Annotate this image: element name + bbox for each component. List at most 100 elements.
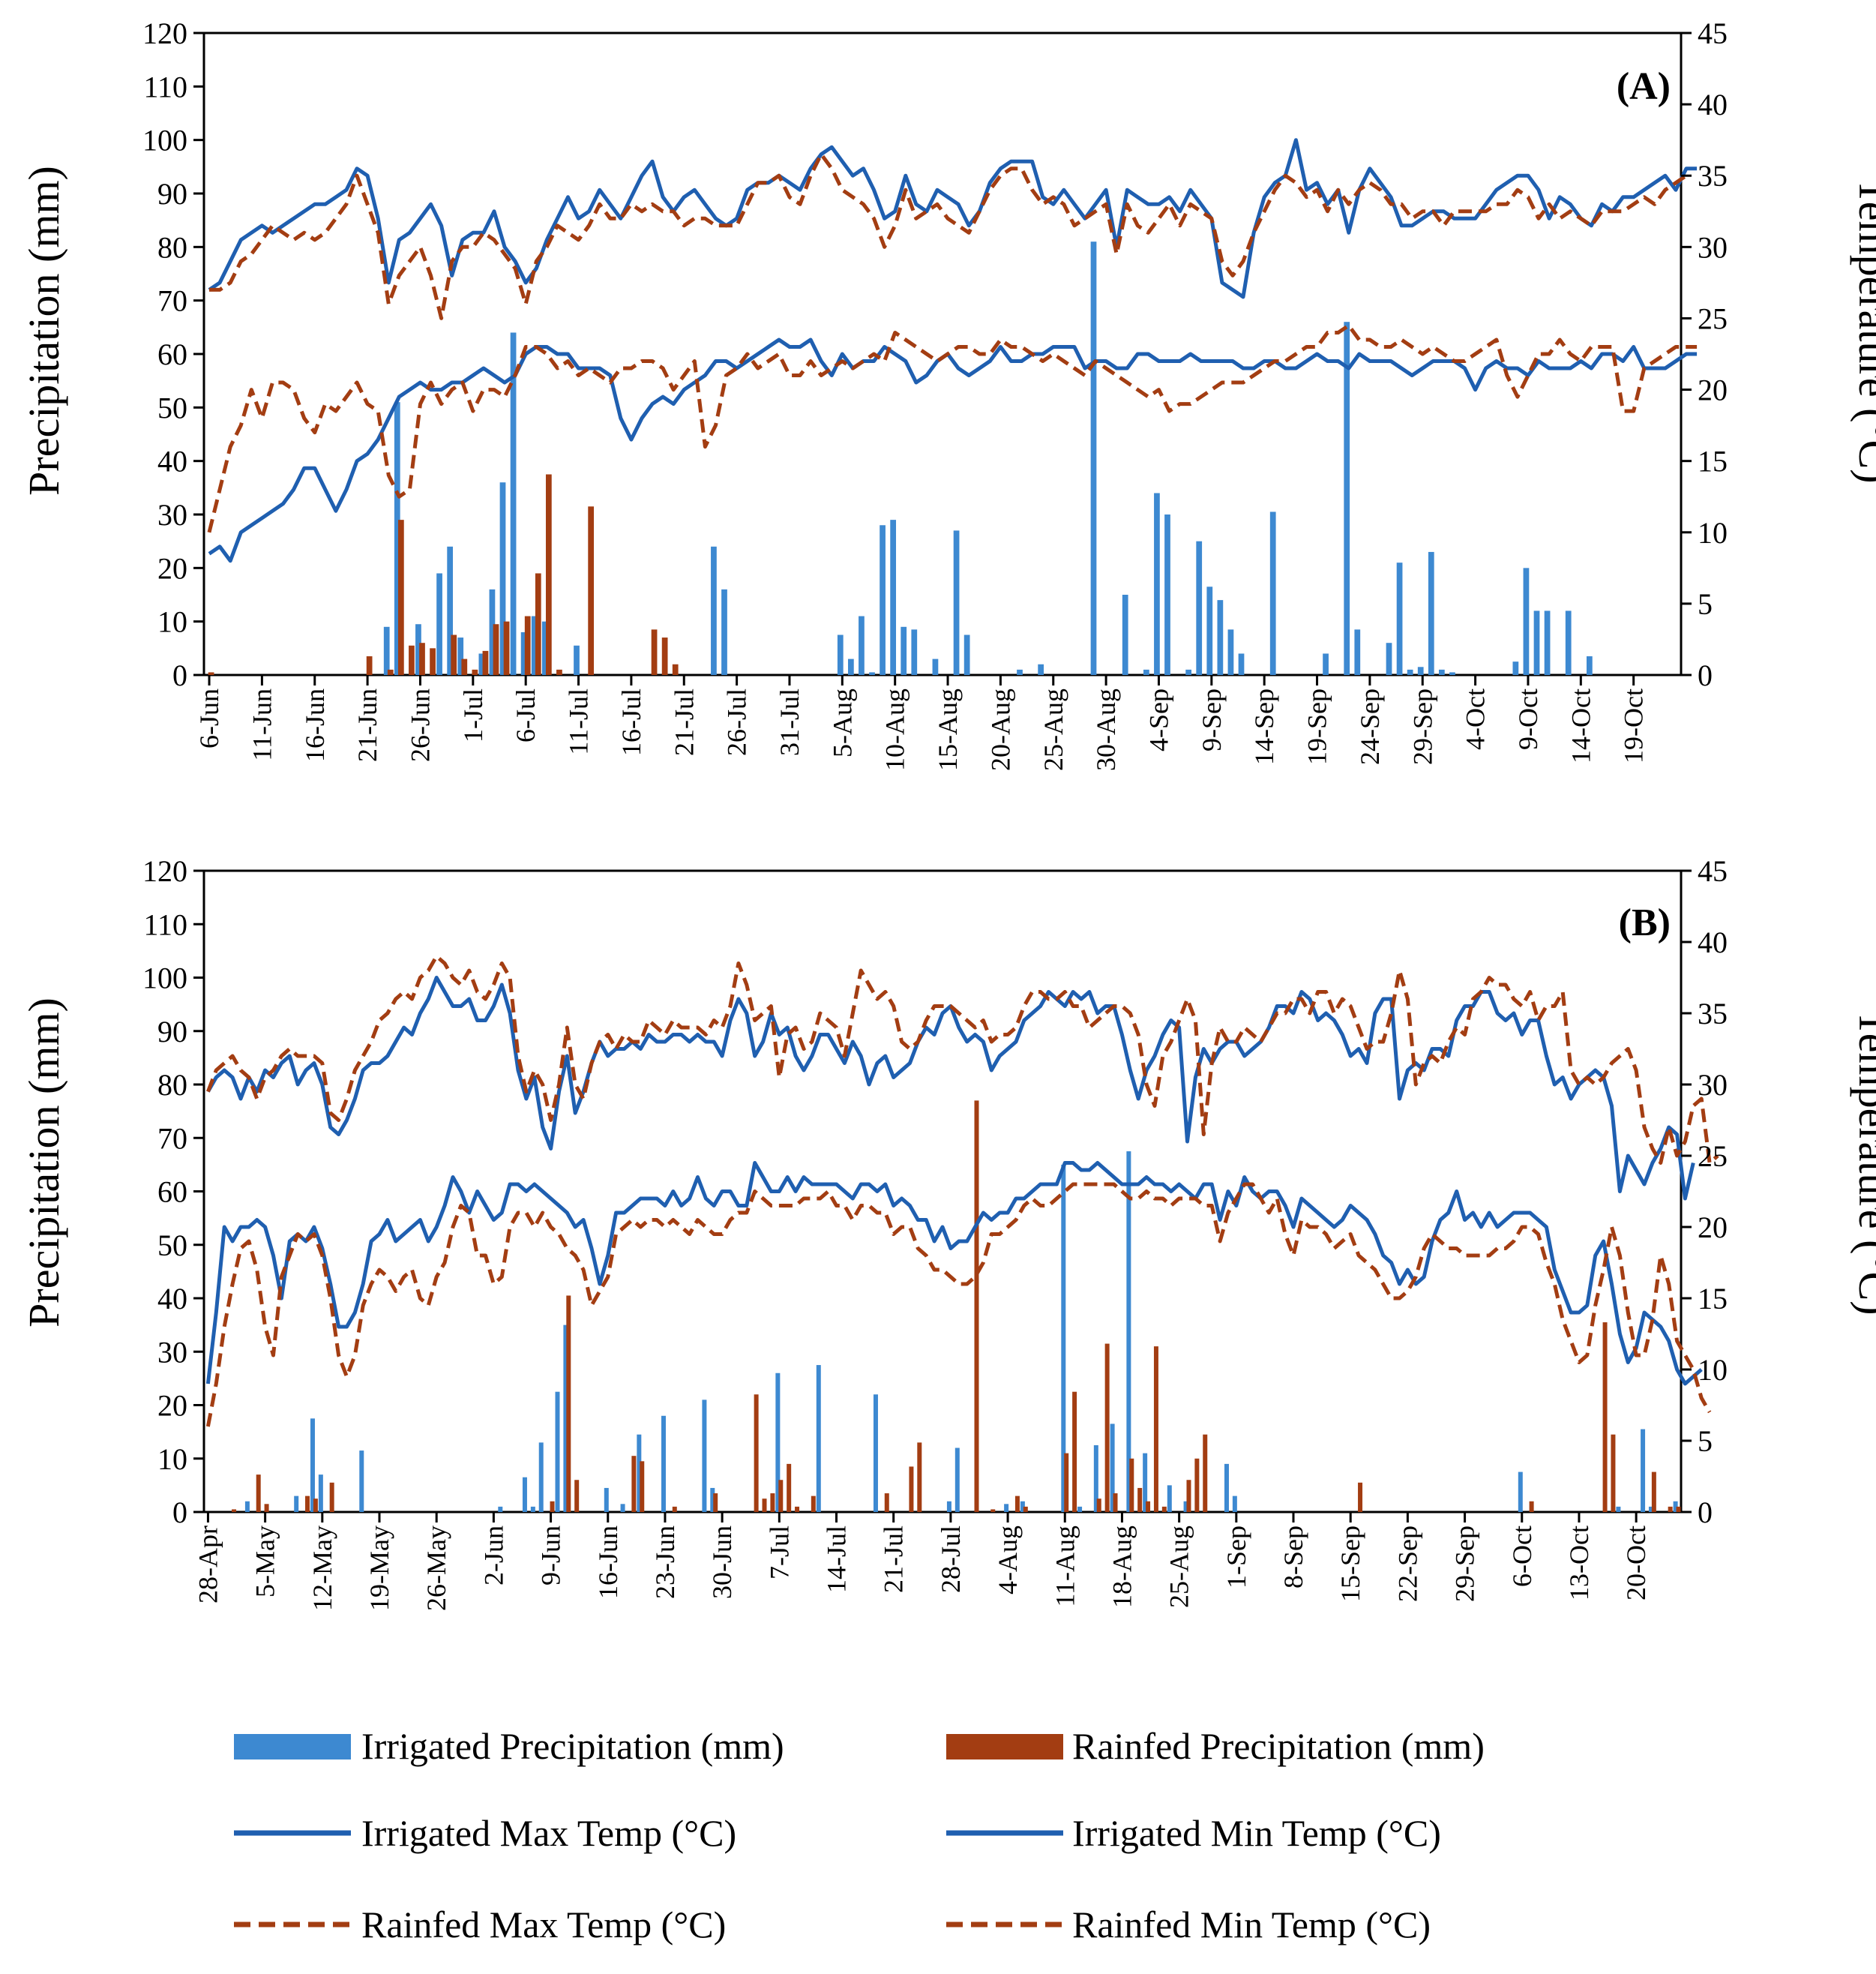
- panel-b-irrigated-precip-bar: [1224, 1463, 1229, 1512]
- panel-b-plot-frame: [202, 869, 1683, 1514]
- panel-a-rainfed-precip-bar: [387, 669, 394, 675]
- panel-a-xtick-label: 16-Jul: [616, 688, 646, 756]
- panel-b-rainfed-precip-bar: [1153, 1346, 1158, 1512]
- panel-b-xtick-label: 14-Jul: [822, 1526, 852, 1593]
- panel-b-ytick-label: 90: [157, 1015, 187, 1048]
- panel-a-ytick-label: 20: [157, 551, 187, 585]
- panel-a-irrigated-precip-bar: [1206, 586, 1213, 675]
- panel-a-xtick-label: 29-Sep: [1407, 688, 1437, 765]
- panel-b-irrigated-precip-bar: [1641, 1429, 1646, 1512]
- panel-a-rainfed-precip-bar: [545, 474, 552, 675]
- panel-b-irrigated-precip-bar: [946, 1501, 951, 1512]
- panel-b-rainfed-precip-bar: [264, 1504, 269, 1512]
- panel-b-irrigated-precip-bar: [530, 1506, 535, 1512]
- panel-a-xtick-label: 1-Jul: [458, 688, 488, 742]
- panel-a-xtick-label: 11-Jul: [564, 688, 594, 755]
- panel-a-ytick-label: 60: [157, 338, 187, 371]
- panel-a-irrigated-precip-bar: [721, 589, 727, 675]
- panel-a-ytick-label: 90: [157, 177, 187, 211]
- panel-b-irrigated-precip-bar: [1616, 1506, 1621, 1512]
- panel-b-irrigated-bars: [244, 1151, 1678, 1512]
- panel-a-xtick-label: 9-Oct: [1513, 688, 1543, 750]
- panel-a-y2tick-label: 25: [1698, 302, 1728, 335]
- panel-a-y2tick-label: 0: [1698, 658, 1713, 692]
- panel-b-ticks: 0 10 20 30 40 50 60 70 80 90 100 110 120 0 5 10 15 20 25 30…: [142, 854, 1728, 1611]
- panel-a-irrigated-precip-bar: [901, 626, 907, 675]
- panel-a-irrigated-precip-bar: [436, 573, 442, 675]
- panel-a-ticks: 0 10 20 30 40 50 60 70 80 90 100 110 120 0 5 10 15 20 25 30…: [142, 16, 1728, 771]
- panel-b-ytick-label: 110: [143, 908, 187, 941]
- panel-a-irrigated-precip-bar: [1417, 667, 1424, 675]
- panel-b-irrigated-precip-bar: [702, 1400, 707, 1512]
- panel-a-ytick-label: 30: [157, 498, 187, 532]
- panel-b-xtick-label: 7-Jul: [764, 1526, 794, 1580]
- panel-a-ytick-label: 50: [157, 391, 187, 424]
- panel-b-rainfed-min-line: [205, 1182, 1712, 1427]
- panel-b-rainfed-precip-bar: [566, 1295, 571, 1512]
- panel-b-rainfed-max-line: [206, 954, 1719, 1165]
- legend-swatch-irrigated-precip: [234, 1734, 351, 1760]
- panel-b-y2tick-label: 0: [1698, 1496, 1713, 1529]
- panel-b-rainfed-precip-bar: [1014, 1496, 1020, 1512]
- panel-a-irrigated-precip-bar: [1269, 512, 1276, 675]
- panel-a-y2tick-label: 5: [1698, 587, 1713, 621]
- panel-a-rainfed-precip-bar: [672, 664, 679, 675]
- panel-a-rainfed-precip-bar: [451, 634, 457, 675]
- panel-a-rainfed-precip-bar: [482, 650, 489, 675]
- panel-a-irrigated-precip-bar: [932, 658, 939, 675]
- panel-b-rainfed-precip-bar: [1602, 1322, 1608, 1512]
- panel-a-xtick-label: 20-Aug: [985, 688, 1015, 771]
- panel-b-irrigated-precip-bar: [1232, 1496, 1237, 1512]
- panel-b-y2tick-label: 45: [1698, 854, 1728, 888]
- panel-b-irrigated-precip-bar: [318, 1474, 323, 1512]
- panel-a-irrigated-precip-bar: [541, 621, 548, 675]
- panel-a-irrigated-precip-bar: [1344, 322, 1350, 675]
- panel-b-rainfed-precip-bar: [1186, 1480, 1191, 1512]
- panel-a-irrigated-precip-bar: [1438, 669, 1445, 675]
- panel-a-xtick-label: 14-Sep: [1249, 688, 1279, 765]
- panel-b-rainfed-precip-bar: [1146, 1501, 1151, 1512]
- panel-a-xtick-label: 10-Aug: [880, 688, 910, 771]
- panel-a-rainfed-precip-bar: [556, 669, 562, 675]
- panel-b-irrigated-precip-bar: [1126, 1151, 1131, 1512]
- panel-a-irrigated-precip-bar: [711, 546, 717, 675]
- panel-b-rainfed-precip-bar: [1137, 1487, 1143, 1512]
- panel-b-rainfed-precip-bar: [778, 1480, 784, 1512]
- panel-a-irrigated-precip-bar: [1323, 653, 1329, 675]
- panel-b-ytick-label: 30: [157, 1335, 187, 1369]
- panel-b-lines: [205, 954, 1719, 1427]
- panel-a-xtick-label: 14-Oct: [1566, 688, 1596, 764]
- panel-a-irrigated-precip-bar: [869, 672, 875, 675]
- panel-b-rainfed-precip-bar: [1129, 1458, 1134, 1512]
- panel-b-rainfed-precip-bar: [974, 1100, 979, 1512]
- panel-a-irrigated-precip-bar: [510, 332, 517, 675]
- panel-a-xtick-label: 30-Aug: [1091, 688, 1121, 771]
- panel-b-rainfed-precip-bar: [1023, 1506, 1028, 1512]
- panel-a-irrigated-precip-bar: [890, 520, 897, 675]
- panel-a-irrigated-precip-bar: [911, 629, 918, 675]
- panel-b-xtick-label: 18-Aug: [1107, 1526, 1137, 1608]
- panel-a-irrigated-precip-bar: [847, 658, 854, 675]
- panel-a-rainfed-precip-bar: [366, 656, 373, 675]
- panel-b: 0 10 20 30 40 50 60 70 80 90 100 110 120 0 5 10 15 20 25 30…: [19, 854, 1876, 1611]
- panel-a-rainfed-precip-bar: [493, 624, 499, 675]
- panel-b-ytick-label: 50: [157, 1228, 187, 1262]
- panel-a-xtick-label: 15-Aug: [933, 688, 963, 771]
- panel-a-ytick-label: 70: [157, 284, 187, 318]
- panel-b-xtick-label: 11-Aug: [1050, 1526, 1080, 1607]
- panel-a-rainfed-precip-bar: [409, 645, 415, 675]
- panel-a-irrigated-bars: [383, 242, 1593, 675]
- panel-b-xtick-label: 30-Jun: [707, 1526, 737, 1599]
- panel-b-irrigated-precip-bar: [604, 1487, 609, 1512]
- panel-a-xtick-label: 5-Aug: [827, 688, 857, 758]
- panel-a: 0 10 20 30 40 50 60 70 80 90 100 110 120 0 5 10 15 20 25 30…: [19, 16, 1876, 771]
- panel-a-rainfed-precip-bar: [588, 506, 595, 675]
- panel-a-irrigated-precip-bar: [1090, 242, 1097, 675]
- panel-b-rainfed-precip-bar: [1529, 1501, 1534, 1512]
- panel-a-irrigated-precip-bar: [1185, 669, 1192, 675]
- panel-a-xtick-label: 26-Jun: [405, 688, 435, 762]
- panel-b-irrigated-precip-bar: [538, 1442, 544, 1512]
- panel-a-rainfed-precip-bar: [651, 629, 658, 675]
- panel-a-rainfed-precip-bar: [461, 658, 468, 675]
- panel-b-irrigated-precip-bar: [775, 1372, 781, 1512]
